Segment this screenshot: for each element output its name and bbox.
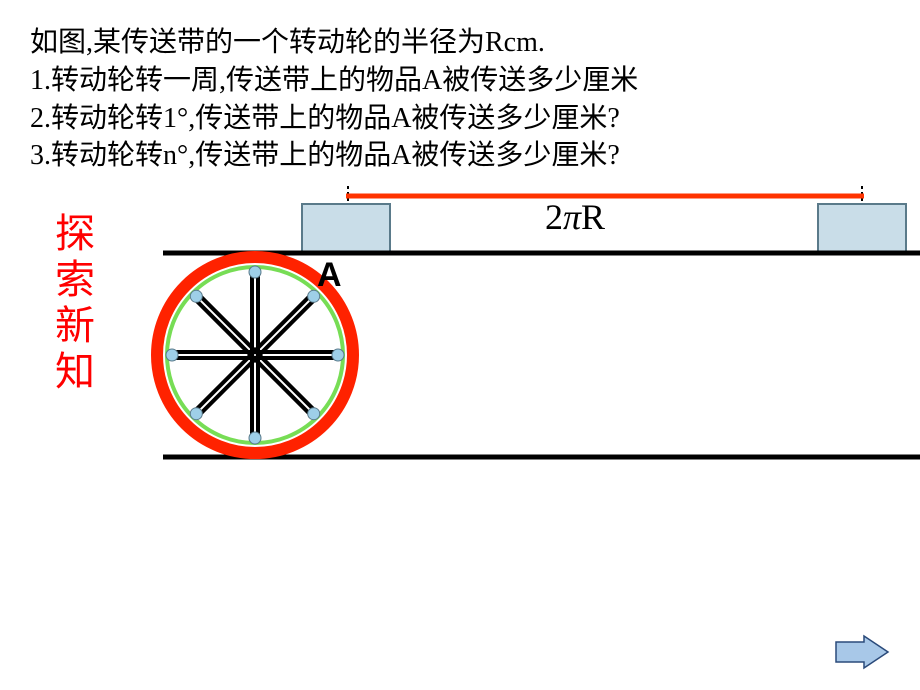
- box-right: [818, 204, 906, 252]
- box-left: [302, 204, 390, 252]
- problem-text: 如图,某传送带的一个转动轮的半径为Rcm. 1.转动轮转一周,传送带上的物品A被…: [30, 24, 638, 175]
- formula-2: 2: [545, 197, 563, 237]
- spoke-135: [194, 294, 316, 416]
- next-arrow-icon: [836, 636, 888, 668]
- line-3: 3.转动轮转n°,传送带上的物品A被传送多少厘米?: [30, 137, 638, 175]
- line-2: 2.转动轮转1°,传送带上的物品A被传送多少厘米?: [30, 100, 638, 138]
- formula-pi: π: [563, 197, 581, 237]
- line-1: 1.转动轮转一周,传送带上的物品A被传送多少厘米: [30, 62, 638, 100]
- formula-R: R: [581, 197, 605, 237]
- label-A: A: [317, 256, 342, 295]
- formula-2piR: 2πR: [545, 196, 605, 238]
- conveyor-diagram: [0, 180, 920, 540]
- next-button[interactable]: [834, 634, 890, 670]
- line-0: 如图,某传送带的一个转动轮的半径为Rcm.: [30, 24, 638, 62]
- spoke-45: [194, 294, 316, 416]
